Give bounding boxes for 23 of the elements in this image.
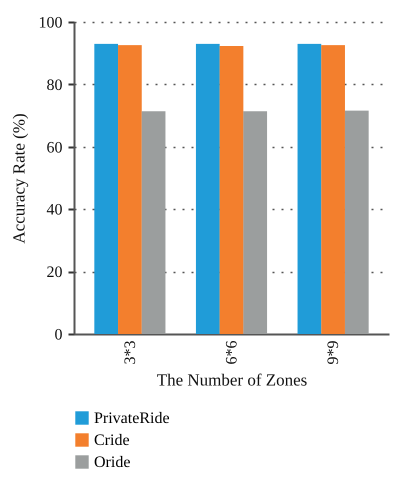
y-tick-label: 0: [54, 326, 62, 344]
bar: [94, 44, 118, 334]
y-tick-label: 60: [46, 139, 62, 156]
legend-label: PrivateRide: [94, 410, 170, 427]
x-tick-label: 9*9: [325, 340, 342, 364]
legend-label: Oride: [94, 454, 130, 471]
y-tick-label: 20: [46, 264, 62, 282]
legend-label: Cride: [94, 432, 130, 449]
bar: [142, 111, 166, 334]
y-tick-label: 40: [46, 202, 62, 219]
y-tick-label: 100: [38, 14, 62, 32]
x-tick-label: 6*6: [224, 340, 240, 364]
x-tick-label: 3*3: [122, 340, 139, 364]
bar: [118, 45, 142, 334]
y-tick-label: 80: [46, 76, 62, 94]
bar: [321, 45, 345, 334]
bar: [220, 46, 244, 334]
bar: [196, 44, 220, 334]
bar: [344, 110, 369, 334]
y-axis-title: Accuracy Rate (%): [10, 113, 28, 244]
x-axis-title: The Number of Zones: [156, 370, 308, 390]
bar: [298, 44, 322, 334]
bar: [243, 111, 268, 334]
